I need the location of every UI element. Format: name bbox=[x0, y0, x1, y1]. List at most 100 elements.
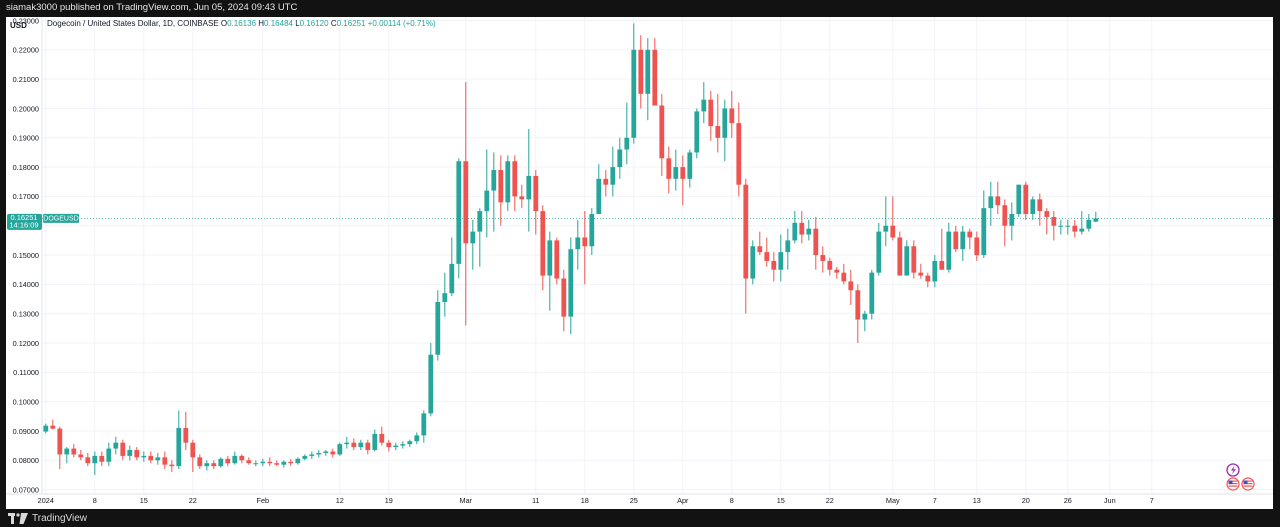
candle bbox=[645, 38, 651, 121]
candle bbox=[785, 228, 791, 270]
candle-body bbox=[393, 445, 399, 448]
candle bbox=[505, 155, 511, 212]
legend-close-value: 0.16251 bbox=[337, 19, 366, 28]
x-tick-label: 15 bbox=[140, 496, 148, 505]
candle-body bbox=[946, 231, 952, 270]
candle-body bbox=[260, 461, 266, 464]
candle-body bbox=[554, 240, 560, 279]
candle bbox=[911, 240, 917, 279]
candle-body bbox=[932, 260, 938, 282]
candle-body bbox=[337, 444, 343, 455]
candle-body bbox=[918, 272, 924, 276]
candle-body bbox=[43, 425, 49, 432]
candle-body bbox=[967, 231, 973, 238]
candle-body bbox=[183, 428, 189, 443]
legend-low-value: 0.16120 bbox=[300, 19, 329, 28]
candle bbox=[456, 158, 462, 279]
candle bbox=[211, 460, 217, 470]
candle-body bbox=[148, 455, 154, 461]
candle bbox=[876, 222, 882, 276]
candle-body bbox=[127, 450, 133, 456]
candle-body bbox=[106, 448, 112, 462]
candle-body bbox=[351, 442, 357, 448]
candle-body bbox=[568, 249, 574, 317]
candle-body bbox=[855, 290, 861, 320]
last-price-value: 0.16251 bbox=[10, 213, 37, 222]
candle bbox=[687, 149, 693, 188]
candle-body bbox=[610, 167, 616, 185]
candle bbox=[624, 102, 630, 165]
candle bbox=[526, 128, 532, 232]
y-tick-label: 0.17000 bbox=[13, 192, 39, 201]
candle bbox=[120, 439, 126, 461]
candle-body bbox=[1058, 225, 1064, 227]
candle bbox=[253, 460, 259, 467]
candle-body bbox=[155, 457, 161, 461]
candle bbox=[680, 155, 686, 206]
candle-body bbox=[85, 457, 91, 464]
published-info: siamak3000 published on TradingView.com,… bbox=[6, 2, 298, 13]
candle bbox=[470, 219, 476, 270]
candle bbox=[778, 234, 784, 282]
candle-body bbox=[834, 269, 840, 273]
candle bbox=[1051, 211, 1057, 241]
candle bbox=[883, 196, 889, 247]
candle-body bbox=[50, 425, 56, 429]
candle bbox=[239, 454, 245, 464]
candle-body bbox=[218, 458, 224, 467]
chart-panel[interactable]: 0.07000 0.08000 0.09000 0.10000 0.11000 0.120… bbox=[6, 16, 1273, 509]
candle bbox=[1044, 208, 1050, 235]
candle bbox=[316, 450, 322, 458]
candle-body bbox=[246, 460, 252, 464]
x-tick-label: 8 bbox=[730, 496, 734, 505]
candle-body bbox=[540, 211, 546, 276]
candle bbox=[351, 438, 357, 451]
candle bbox=[1030, 196, 1036, 220]
candle-body bbox=[211, 463, 217, 467]
candle-body bbox=[498, 170, 504, 203]
x-tick-label: 2024 bbox=[38, 496, 54, 505]
flash-icon[interactable] bbox=[1226, 463, 1240, 477]
y-tick-label: 0.21000 bbox=[13, 75, 39, 84]
candlestick-chart[interactable]: 0.07000 0.08000 0.09000 0.10000 0.11000 0.120… bbox=[6, 16, 1273, 509]
candle bbox=[974, 231, 980, 261]
candle-body bbox=[911, 246, 917, 273]
candle bbox=[848, 269, 854, 305]
candle bbox=[302, 454, 308, 461]
us-flag-icon[interactable] bbox=[1241, 477, 1255, 491]
candle-body bbox=[757, 246, 763, 253]
candle bbox=[806, 219, 812, 241]
candle bbox=[610, 146, 616, 197]
candle bbox=[603, 170, 609, 197]
candle bbox=[85, 452, 91, 467]
candle bbox=[106, 442, 112, 467]
candle bbox=[400, 441, 406, 449]
x-tick-label: 25 bbox=[630, 496, 638, 505]
candle-body bbox=[764, 252, 770, 261]
candle bbox=[435, 290, 441, 361]
candle bbox=[960, 225, 966, 261]
candle bbox=[939, 228, 945, 270]
candle-body bbox=[995, 196, 1001, 206]
candle-body bbox=[547, 240, 553, 276]
candle bbox=[890, 196, 896, 241]
candle-body bbox=[1051, 216, 1057, 226]
candle bbox=[323, 450, 329, 456]
candle-body bbox=[953, 231, 959, 250]
candle bbox=[260, 458, 266, 467]
candle bbox=[554, 237, 560, 285]
candle-body bbox=[1009, 214, 1015, 226]
candle bbox=[638, 35, 644, 109]
candle bbox=[218, 457, 224, 468]
candle-body bbox=[463, 161, 469, 244]
candle-body bbox=[1023, 184, 1029, 215]
candle bbox=[428, 343, 434, 417]
candle bbox=[512, 155, 518, 212]
x-tick-label: 8 bbox=[93, 496, 97, 505]
candle-body bbox=[687, 152, 693, 179]
us-flag-icon[interactable] bbox=[1226, 477, 1240, 491]
candle bbox=[708, 90, 714, 141]
candle bbox=[841, 263, 847, 285]
candle bbox=[225, 455, 231, 467]
candle bbox=[134, 447, 140, 461]
